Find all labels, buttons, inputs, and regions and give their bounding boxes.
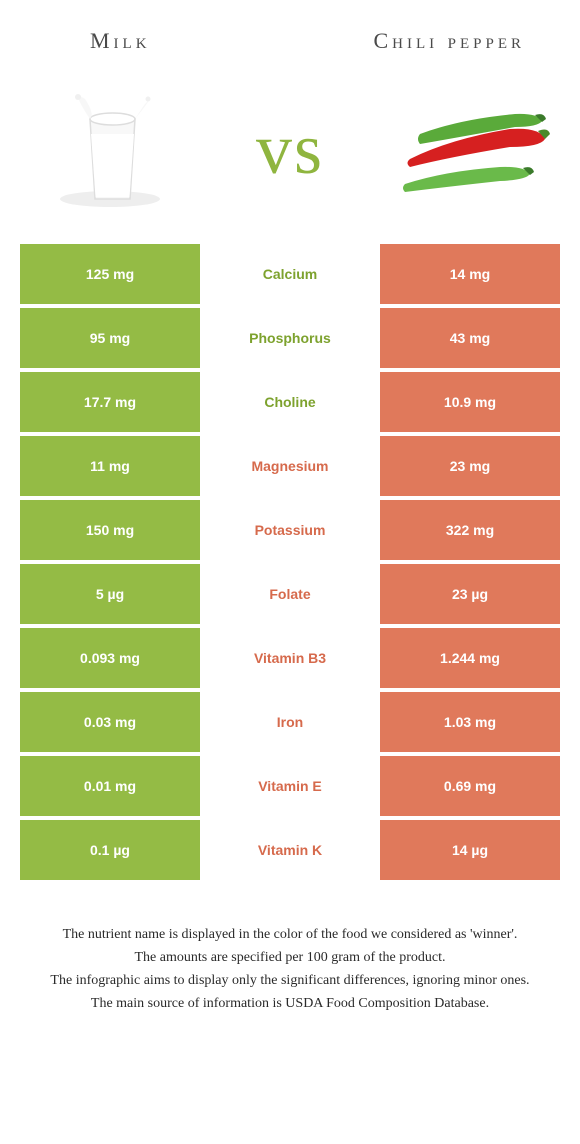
table-row: 0.093 mgVitamin B31.244 mg — [20, 628, 560, 688]
comparison-table: 125 mgCalcium14 mg95 mgPhosphorus43 mg17… — [0, 244, 580, 880]
left-value-cell: 95 mg — [20, 308, 200, 368]
images-row: vs — [0, 64, 580, 244]
chili-pepper-icon — [390, 89, 550, 209]
right-value-cell: 1.244 mg — [380, 628, 560, 688]
footer-line: The main source of information is USDA F… — [30, 993, 550, 1014]
table-row: 0.1 µgVitamin K14 µg — [20, 820, 560, 880]
right-food-title: Chili pepper — [373, 28, 525, 54]
left-food-title: Milk — [90, 28, 151, 54]
nutrient-label-cell: Vitamin B3 — [200, 628, 380, 688]
footer-line: The amounts are specified per 100 gram o… — [30, 947, 550, 968]
chili-pepper-image — [390, 79, 550, 219]
nutrient-label-cell: Vitamin E — [200, 756, 380, 816]
right-value-cell: 14 mg — [380, 244, 560, 304]
right-value-cell: 23 mg — [380, 436, 560, 496]
table-row: 0.01 mgVitamin E0.69 mg — [20, 756, 560, 816]
footer-line: The infographic aims to display only the… — [30, 970, 550, 991]
right-value-cell: 14 µg — [380, 820, 560, 880]
table-row: 5 µgFolate23 µg — [20, 564, 560, 624]
nutrient-label-cell: Vitamin K — [200, 820, 380, 880]
vs-label: vs — [256, 108, 324, 191]
table-row: 95 mgPhosphorus43 mg — [20, 308, 560, 368]
nutrient-label-cell: Choline — [200, 372, 380, 432]
left-value-cell: 5 µg — [20, 564, 200, 624]
table-row: 150 mgPotassium322 mg — [20, 500, 560, 560]
header: Milk Chili pepper — [0, 0, 580, 64]
right-value-cell: 23 µg — [380, 564, 560, 624]
nutrient-label-cell: Phosphorus — [200, 308, 380, 368]
table-row: 17.7 mgCholine10.9 mg — [20, 372, 560, 432]
right-value-cell: 43 mg — [380, 308, 560, 368]
table-row: 125 mgCalcium14 mg — [20, 244, 560, 304]
left-value-cell: 125 mg — [20, 244, 200, 304]
right-value-cell: 322 mg — [380, 500, 560, 560]
left-value-cell: 0.093 mg — [20, 628, 200, 688]
footer-line: The nutrient name is displayed in the co… — [30, 924, 550, 945]
nutrient-label-cell: Iron — [200, 692, 380, 752]
milk-glass-icon — [40, 79, 180, 219]
nutrient-label-cell: Folate — [200, 564, 380, 624]
nutrient-label-cell: Magnesium — [200, 436, 380, 496]
left-value-cell: 17.7 mg — [20, 372, 200, 432]
nutrient-label-cell: Calcium — [200, 244, 380, 304]
footer-notes: The nutrient name is displayed in the co… — [0, 884, 580, 1014]
left-value-cell: 0.01 mg — [20, 756, 200, 816]
right-value-cell: 0.69 mg — [380, 756, 560, 816]
milk-image — [30, 79, 190, 219]
right-value-cell: 10.9 mg — [380, 372, 560, 432]
right-value-cell: 1.03 mg — [380, 692, 560, 752]
left-value-cell: 0.03 mg — [20, 692, 200, 752]
nutrient-label-cell: Potassium — [200, 500, 380, 560]
table-row: 0.03 mgIron1.03 mg — [20, 692, 560, 752]
left-value-cell: 0.1 µg — [20, 820, 200, 880]
left-value-cell: 11 mg — [20, 436, 200, 496]
table-row: 11 mgMagnesium23 mg — [20, 436, 560, 496]
left-value-cell: 150 mg — [20, 500, 200, 560]
